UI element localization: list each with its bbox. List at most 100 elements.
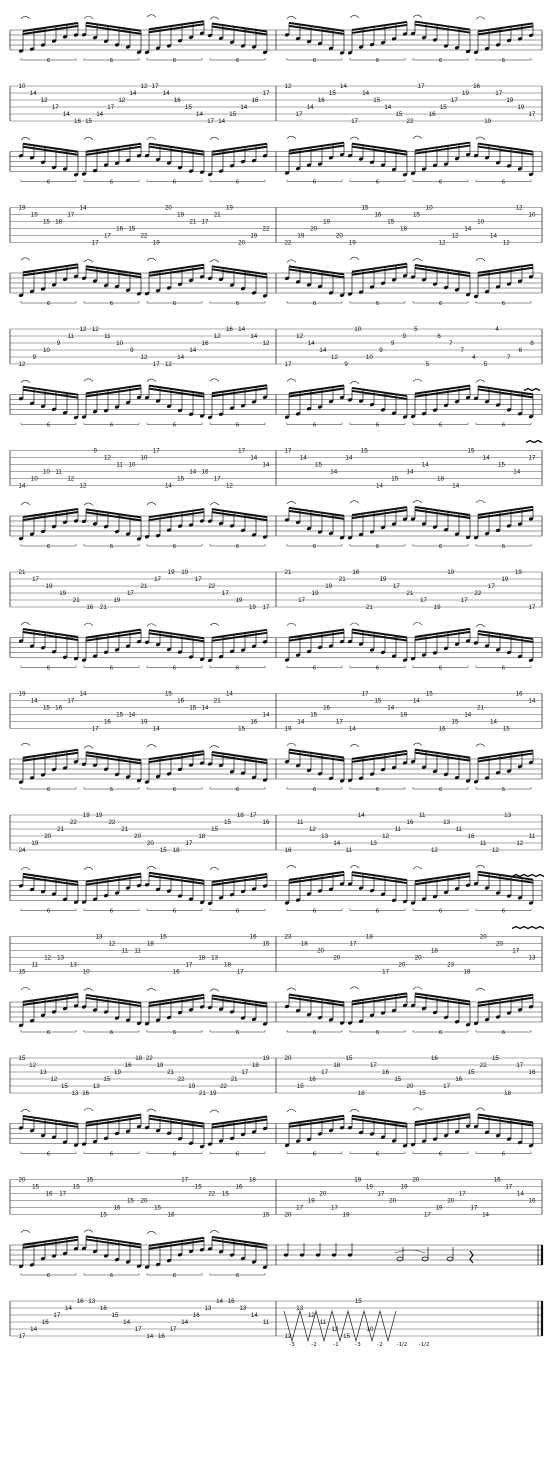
tab-fret-number: 6 (437, 333, 441, 340)
note-head (155, 642, 161, 647)
beam (22, 627, 79, 638)
note-head (136, 1124, 142, 1129)
tab-fret-number: 12 (503, 240, 510, 247)
note-head (528, 658, 534, 662)
beam (477, 266, 534, 277)
tab-fret-number: 16 (250, 934, 257, 941)
tuplet-label: 6 (236, 544, 240, 550)
beam (414, 144, 471, 155)
note-head (380, 1135, 386, 1139)
tuplet-label: 6 (313, 180, 317, 186)
tab-fret-number: 18 (400, 226, 407, 233)
beam (85, 993, 142, 1004)
note-head (473, 881, 479, 886)
tab-fret-number: 17 (153, 361, 160, 368)
slur (286, 16, 297, 20)
note-head (402, 415, 408, 419)
note-head (358, 290, 364, 294)
tab-fret-number: 14 (63, 111, 70, 118)
tab-fret-number: 14 (529, 698, 536, 705)
tab-fret-number: 20 (285, 1212, 292, 1219)
beam (477, 629, 534, 640)
beam (85, 1235, 142, 1246)
note-head (506, 524, 512, 528)
tuplet-bracket (83, 1030, 140, 1033)
tab-fret-number: 16 (86, 604, 93, 611)
tab-fret-number: 16 (116, 226, 123, 233)
slur (20, 1229, 31, 1233)
beam (288, 748, 345, 759)
tuplet-label: 6 (110, 544, 114, 550)
tuplet-bracket (83, 301, 140, 304)
tuplet-label: 6 (313, 544, 317, 550)
tab-fret-number: 16 (42, 1319, 49, 1326)
slur (475, 1107, 486, 1111)
tuplet-bracket (209, 665, 266, 668)
slur (20, 867, 31, 871)
tab-fret-number: 14 (422, 462, 429, 469)
slur (146, 1108, 157, 1112)
note-head (51, 650, 57, 654)
note-head (473, 1021, 479, 1026)
tab-fret-number: 15 (116, 712, 123, 719)
tuplet-bracket (286, 665, 343, 668)
tab-fret-number: 16 (429, 111, 436, 118)
slur (209, 623, 220, 627)
note-head (443, 772, 449, 777)
tuplet-bracket (412, 422, 469, 425)
slur (83, 1107, 94, 1111)
note-head (81, 762, 87, 766)
tab-fret-number: 21 (19, 569, 26, 576)
beam (211, 754, 268, 765)
tuplet-label: 6 (376, 1030, 380, 1036)
note-head (380, 408, 386, 412)
tab-fret-number: 19 (379, 576, 386, 583)
note-head (358, 157, 364, 161)
note-head (40, 1256, 46, 1261)
tab-fret-number: 19 (501, 576, 508, 583)
beam (22, 995, 79, 1006)
beam (85, 511, 142, 522)
note-head (473, 153, 479, 158)
tab-fret-number: 14 (202, 705, 209, 712)
note-head (295, 763, 301, 768)
note-head (454, 1130, 460, 1134)
tab-fret-number: 15 (394, 1076, 401, 1083)
note-head (473, 1124, 479, 1129)
note-head (358, 1019, 364, 1023)
note-head (136, 1264, 142, 1268)
beam (351, 20, 408, 31)
tab-fret-number: 19 (168, 569, 175, 576)
tab-fret-number: 17 (222, 590, 229, 597)
note-head (251, 775, 257, 780)
tab-fret-number: 17 (420, 597, 427, 604)
tab-fret-number: 11 (529, 833, 536, 840)
tab-fret-number: 17 (59, 1191, 66, 1198)
note-head (347, 882, 353, 886)
tab-fret-number: 20 (238, 240, 245, 247)
tuplet-bracket (475, 1030, 532, 1033)
beam (414, 872, 471, 883)
tab-fret-number: 18 (252, 1062, 259, 1069)
slur (83, 15, 94, 19)
note-head (240, 44, 246, 48)
beam (414, 20, 471, 31)
tuplet-label: 6 (502, 544, 506, 550)
note-head (51, 165, 57, 170)
note-head (432, 769, 438, 774)
slur (349, 500, 360, 504)
note-head (136, 1021, 142, 1026)
tab-fret-number: 19 (462, 90, 469, 97)
slur (146, 378, 157, 382)
note-head (207, 276, 213, 280)
slur (83, 1229, 94, 1233)
note-head (62, 167, 68, 171)
note-head (188, 897, 194, 901)
tab-fret-number: 6 (519, 347, 523, 354)
note-head (517, 412, 523, 416)
beam (211, 268, 268, 279)
slur (209, 1109, 220, 1113)
tab-fret-number: 18 (333, 1062, 340, 1069)
tab-fret-number: 17 (470, 1205, 477, 1212)
tuplet-label: 6 (110, 666, 114, 672)
